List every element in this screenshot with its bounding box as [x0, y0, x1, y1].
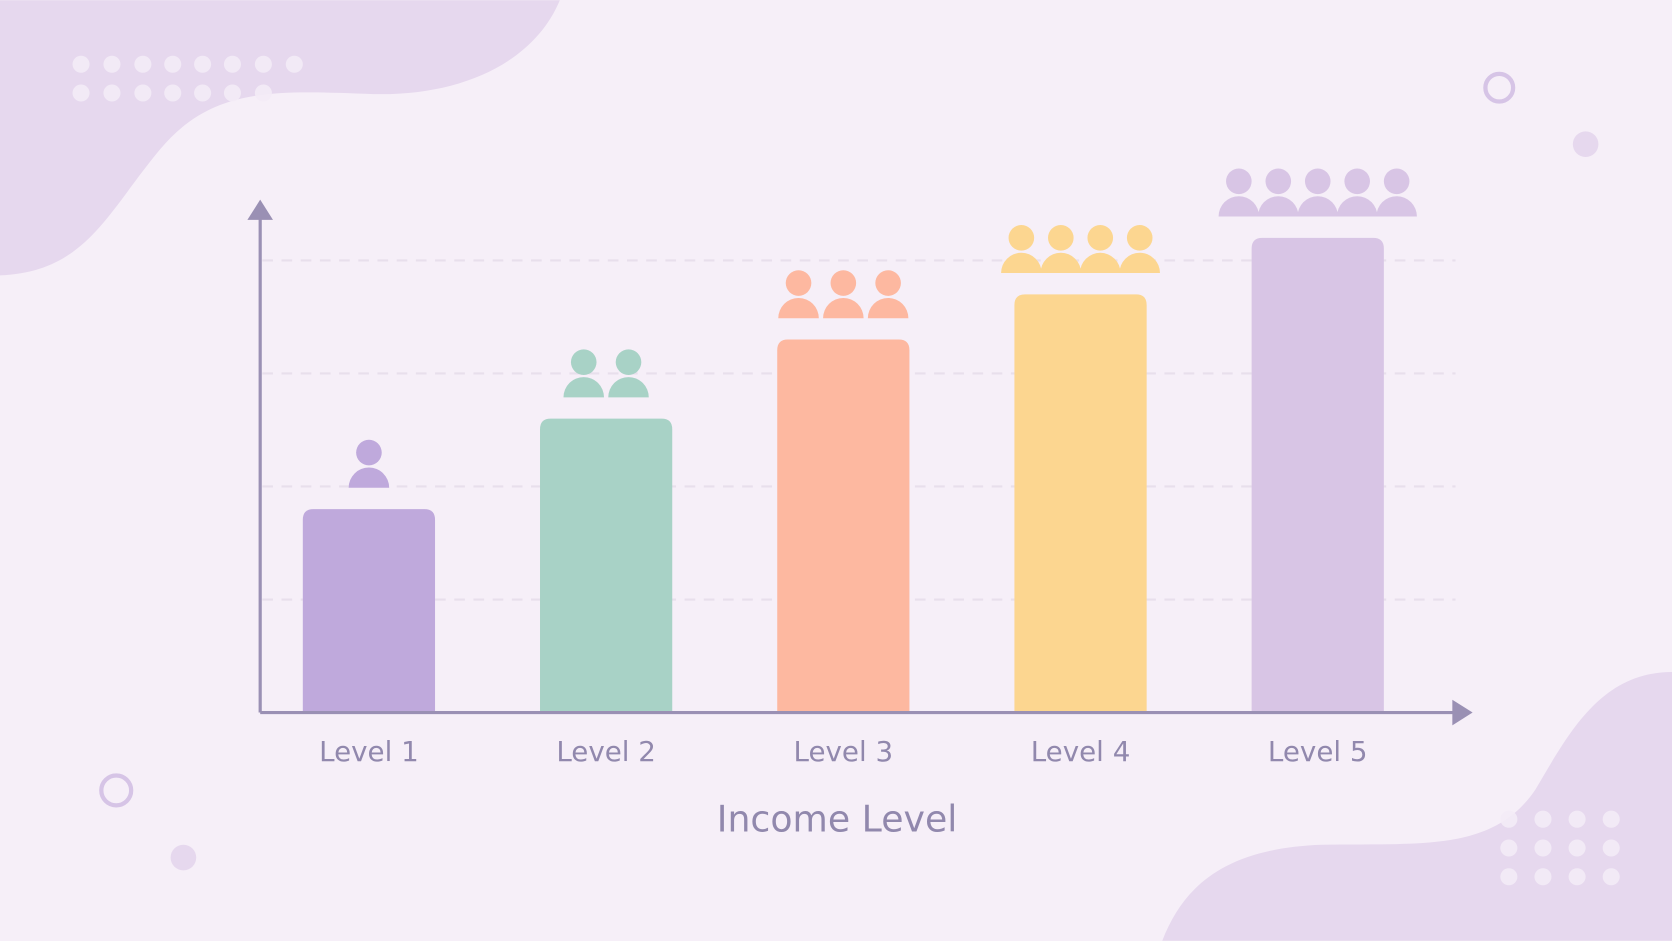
x-tick-label: Level 2 — [556, 735, 656, 768]
person-head — [1383, 168, 1410, 195]
dots-top-left — [72, 55, 303, 102]
person-icon — [1080, 225, 1121, 274]
person-head — [785, 270, 812, 296]
person-icon — [1297, 168, 1338, 217]
person-icon — [823, 270, 864, 319]
person-body — [1119, 252, 1160, 274]
person-head — [615, 349, 642, 375]
person-icon — [1119, 225, 1160, 274]
person-head — [1304, 168, 1331, 195]
x-tick-label: Level 4 — [1031, 735, 1131, 768]
person-icon — [563, 349, 604, 398]
person-body — [1297, 196, 1338, 217]
bar — [1251, 237, 1384, 713]
person-body — [1258, 196, 1299, 217]
ring — [1483, 71, 1516, 104]
person-head — [1344, 168, 1370, 195]
plot-area: Level 1 Level 2 Level 3 Level 4 Level 5 — [262, 168, 1456, 768]
person-head — [1008, 225, 1035, 251]
ring — [99, 773, 134, 808]
x-tick-label: Level 1 — [319, 735, 419, 768]
bar — [540, 418, 673, 713]
person-body — [608, 377, 649, 398]
person-icon — [1376, 168, 1417, 217]
person-head — [1087, 225, 1114, 251]
person-head — [1048, 225, 1074, 251]
dots-bottom-right — [1500, 810, 1620, 886]
bar — [302, 509, 436, 713]
person-body — [1376, 196, 1417, 217]
person-head — [875, 270, 901, 296]
x-tick-label: Level 3 — [794, 735, 894, 768]
person-icon — [778, 270, 819, 319]
dot — [1572, 131, 1599, 157]
person-body — [348, 467, 390, 488]
person-icon — [1218, 168, 1260, 217]
y-axis-arrow — [247, 199, 273, 220]
person-icon — [608, 349, 649, 398]
x-tick-label: Level 5 — [1268, 735, 1368, 768]
person-icon — [867, 270, 909, 319]
person-body — [1080, 252, 1121, 274]
x-axis-arrow — [1452, 699, 1473, 726]
bar — [777, 339, 910, 713]
person-body — [778, 297, 819, 319]
person-head — [1226, 168, 1252, 195]
person-icon — [1258, 168, 1299, 217]
person-head — [830, 270, 857, 296]
person-head — [1265, 168, 1292, 195]
person-body — [563, 377, 604, 398]
person-icon — [1001, 225, 1042, 274]
person-body — [823, 297, 864, 319]
x-axis-title: Income Level — [717, 797, 958, 840]
person-body — [1218, 196, 1260, 217]
person-icon — [1336, 168, 1378, 217]
person-body — [1001, 252, 1042, 274]
person-icon — [1040, 225, 1082, 274]
bar — [1014, 294, 1147, 713]
dot — [170, 844, 197, 871]
person-icon — [348, 439, 390, 488]
person-body — [867, 297, 909, 319]
person-head — [1126, 225, 1153, 251]
person-head — [570, 349, 597, 375]
person-body — [1040, 252, 1082, 274]
person-head — [356, 439, 382, 466]
person-body — [1336, 196, 1378, 217]
